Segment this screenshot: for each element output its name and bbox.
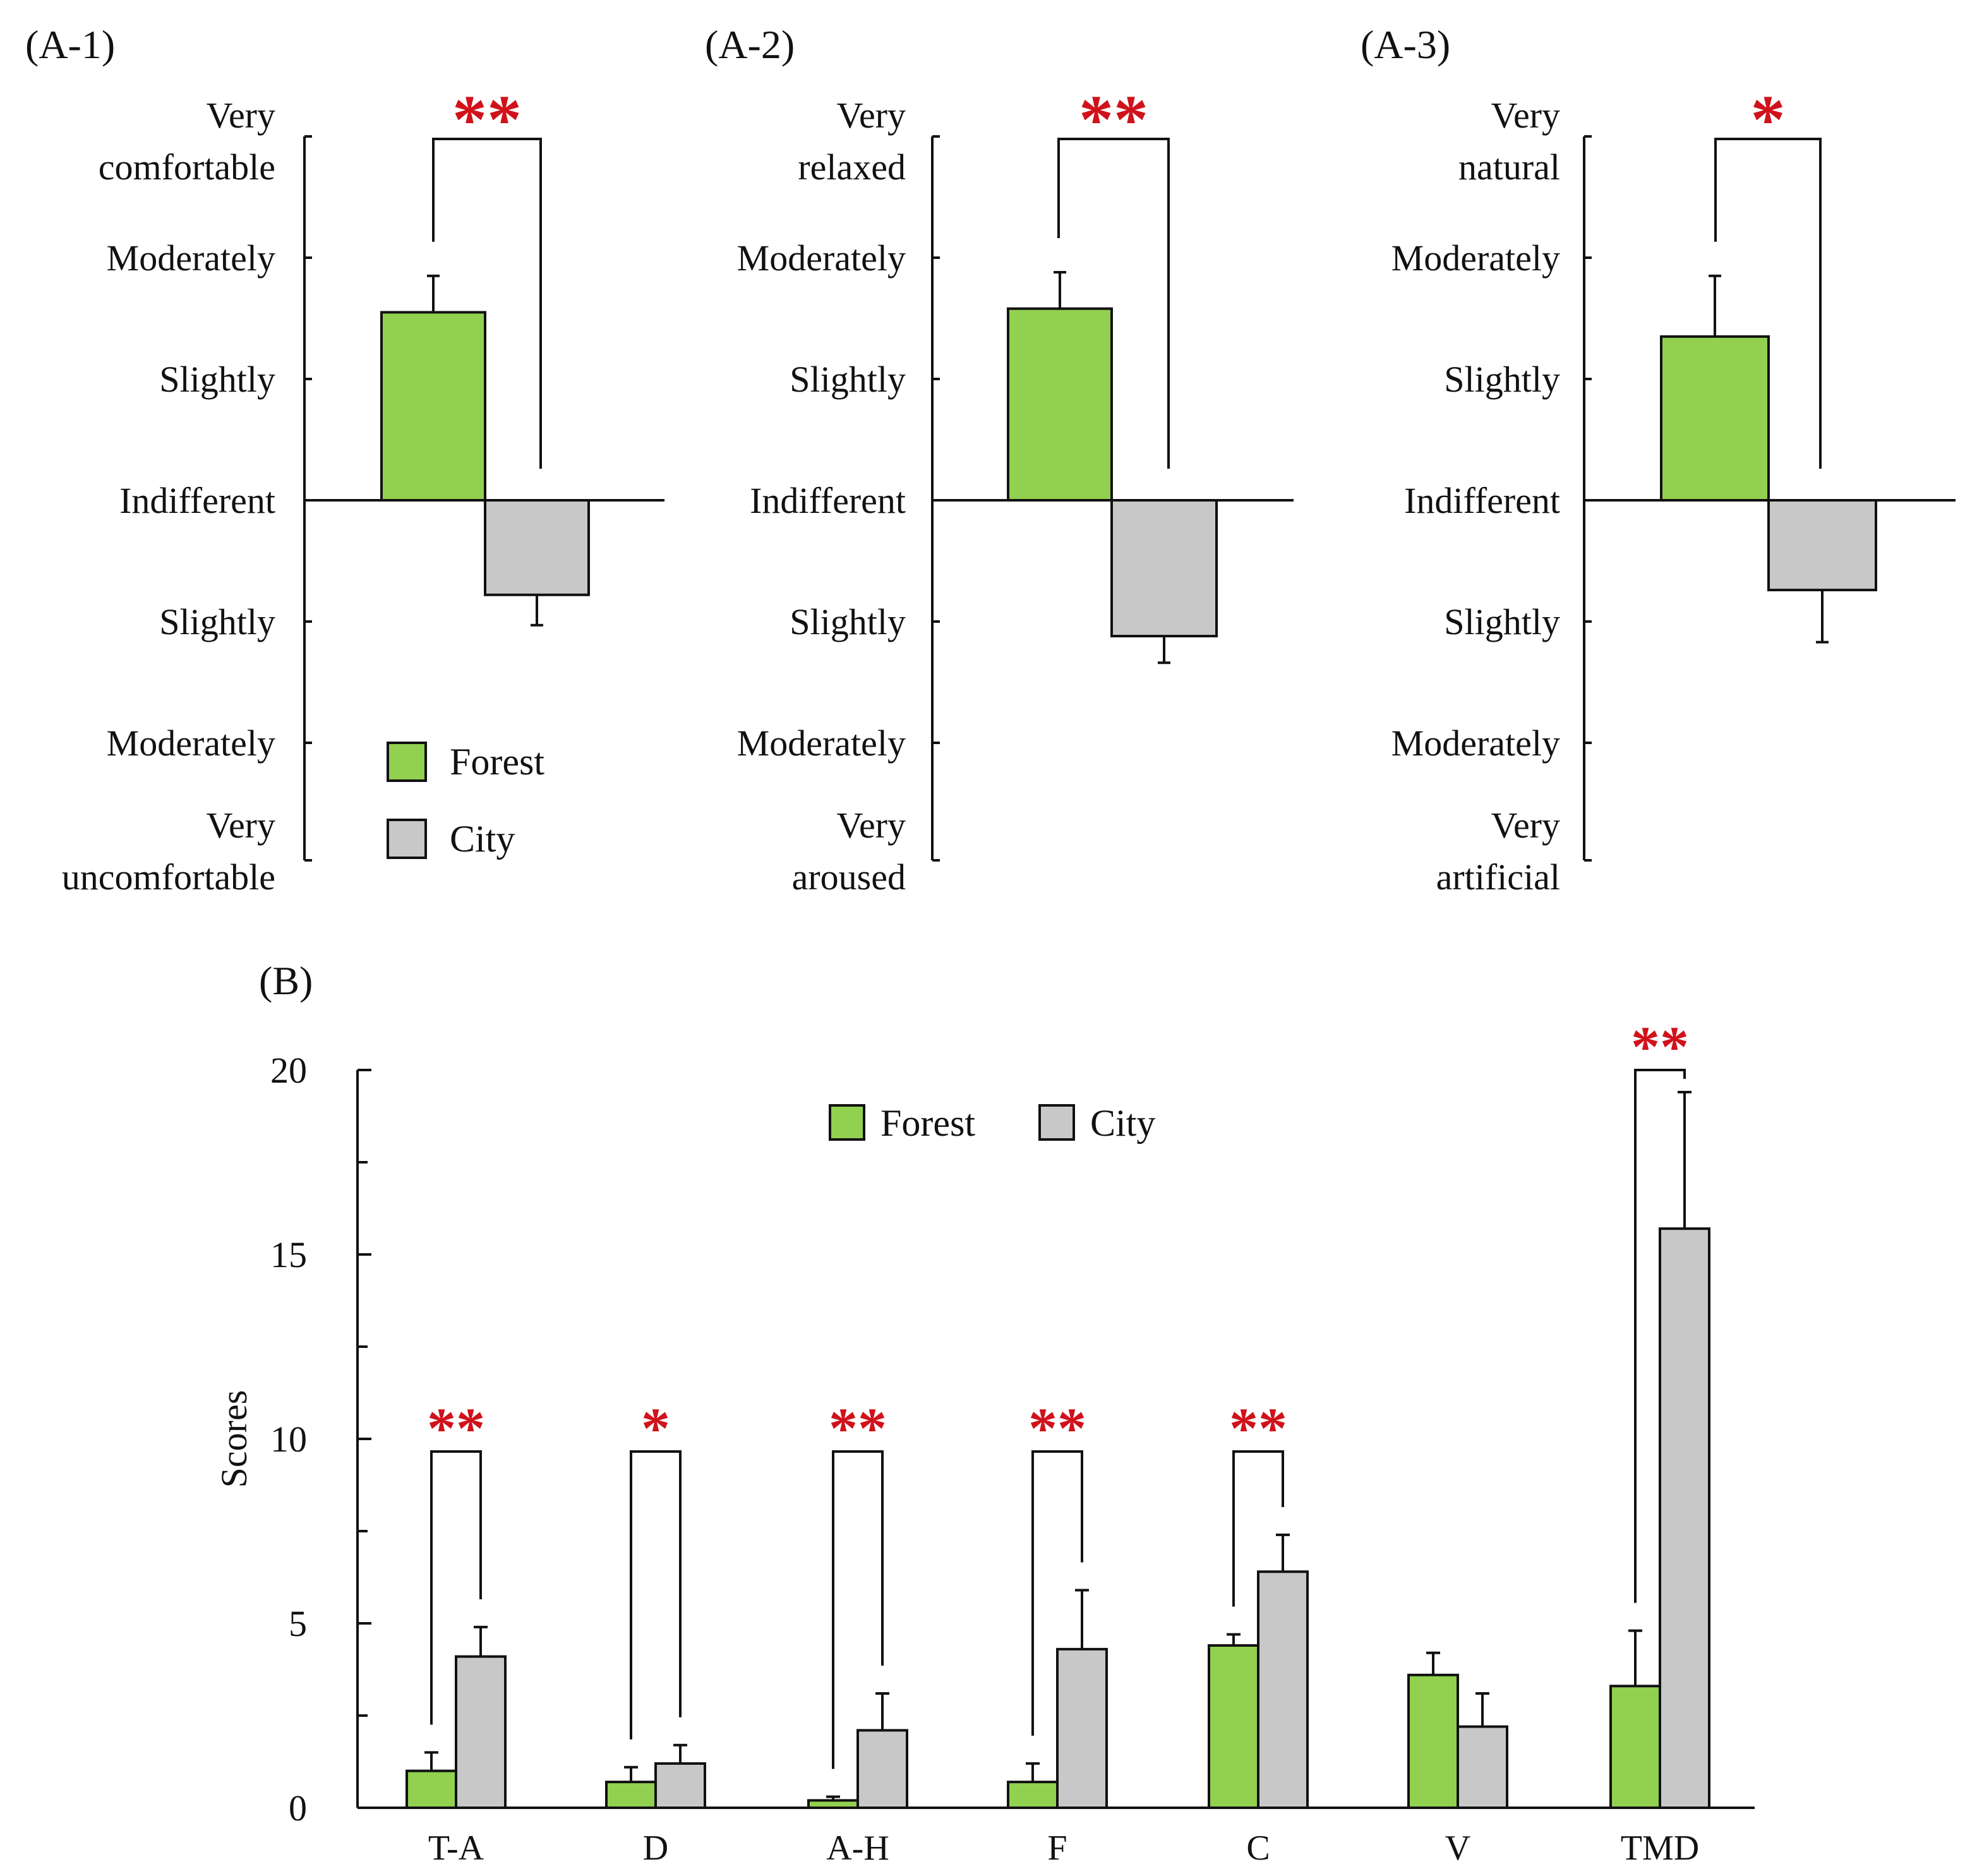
legend-label-city-b: City (1090, 1102, 1155, 1144)
forest-bar-f (1007, 1781, 1059, 1810)
x-tick-label-d: D (643, 1829, 668, 1868)
legend-swatch-forest (387, 742, 427, 782)
panel-b: (B) 0 5 10 15 20 Scores T-A ** D * A-H ** F ** C ** V TMD *… (213, 958, 1755, 1868)
panel-a1: (A-1) Very comfortable Moderately Slightly In… (25, 22, 664, 898)
legend-label-forest-b: Forest (880, 1102, 975, 1144)
significance-bracket-a-3 (1714, 138, 1822, 469)
scale-label-a-1: Moderately (107, 238, 275, 279)
forest-bar-a-h (807, 1799, 859, 1810)
forest-bar-a-3 (1660, 335, 1770, 502)
legend-swatch-forest-b (829, 1104, 865, 1141)
legend-swatch-city-b (1038, 1104, 1075, 1141)
significance-stars-c: ** (1229, 1396, 1287, 1460)
scale-top-label-a-2: Very (836, 95, 906, 136)
x-tick-label-v: V (1445, 1829, 1470, 1868)
significance-bracket-a-h (832, 1450, 884, 1769)
scale-bottom-label-a-2: Very (836, 805, 906, 846)
city-bar-a-3 (1767, 499, 1877, 592)
scale-top-label-a-2: relaxed (798, 147, 906, 188)
significance-bracket-tmd (1634, 1069, 1686, 1603)
y-axis-label-b: Scores (213, 1390, 255, 1488)
scale-label-a-3: Moderately (1391, 723, 1560, 764)
scale-bottom-label-a-3: artificial (1436, 857, 1560, 898)
significance-stars-a-3: * (1751, 81, 1786, 158)
city-bar-d (654, 1762, 706, 1809)
y-tick-label-b: 20 (270, 1050, 307, 1091)
legend-label-forest: Forest (450, 741, 544, 783)
panel-a2: (A-2) Very relaxed Moderately Slightly Indiff… (705, 22, 1294, 898)
forest-bar-tmd (1609, 1685, 1661, 1810)
x-tick-label-f: F (1047, 1829, 1067, 1868)
significance-bracket-t-a (430, 1450, 482, 1725)
forest-bar-a-1 (380, 311, 486, 502)
forest-bar-d (605, 1781, 657, 1810)
y-tick-label-b: 15 (270, 1234, 307, 1275)
panel-a3: (A-3) Very natural Moderately Slightly Indiff… (1361, 22, 1956, 898)
scale-label-a-1: Slightly (159, 601, 275, 642)
scale-label-a-2: Slightly (790, 601, 906, 642)
city-bar-t-a (455, 1655, 507, 1810)
scale-label-a-1: Moderately (107, 723, 275, 764)
city-bar-a-1 (484, 499, 590, 596)
significance-bracket-a-2 (1057, 138, 1170, 469)
significance-stars-a-1: ** (452, 81, 522, 158)
scale-bottom-label-a-2: aroused (792, 857, 906, 898)
y-tick-label-b: 0 (289, 1788, 307, 1829)
scale-label-a-3: Slightly (1444, 601, 1560, 642)
scale-bottom-label-a-1: Very (206, 805, 275, 846)
scale-label-a-2: Moderately (737, 723, 906, 764)
legend-swatch-city (387, 819, 427, 859)
significance-stars-f: ** (1028, 1396, 1086, 1460)
panel-label-a-1: (A-1) (25, 22, 115, 67)
y-tick-label-b: 5 (289, 1603, 307, 1644)
x-tick-label-t-a: T-A (428, 1829, 484, 1868)
panel-label-a-2: (A-2) (705, 22, 795, 67)
significance-stars-d: * (641, 1396, 670, 1460)
scale-top-label-a-3: Very (1491, 95, 1560, 136)
scale-label-a-3: Moderately (1391, 238, 1560, 279)
scale-top-label-a-1: Very (206, 95, 275, 136)
scale-bottom-label-a-3: Very (1491, 805, 1560, 846)
significance-stars-tmd: ** (1631, 1014, 1689, 1079)
legend-label-city: City (450, 818, 515, 860)
scale-top-label-a-3: natural (1458, 147, 1560, 188)
scale-label-a-3: Slightly (1444, 359, 1560, 400)
scale-label-a-2: Moderately (737, 238, 906, 279)
city-bar-a-2 (1110, 499, 1218, 638)
significance-stars-a-2: ** (1079, 81, 1148, 158)
y-tick-label-b: 10 (270, 1419, 307, 1460)
x-tick-label-tmd: TMD (1621, 1829, 1699, 1868)
forest-bar-a-2 (1007, 307, 1113, 502)
scale-label-a-3: Indifferent (1404, 480, 1560, 521)
significance-stars-t-a: ** (427, 1396, 485, 1460)
scale-label-a-2: Slightly (790, 359, 906, 400)
panel-label-a-3: (A-3) (1361, 22, 1450, 67)
scale-label-a-2: Indifferent (750, 480, 906, 521)
significance-bracket-a-1 (432, 138, 542, 469)
city-bar-c (1257, 1570, 1309, 1809)
significance-stars-a-h: ** (829, 1396, 887, 1460)
city-bar-v (1457, 1725, 1508, 1810)
scale-bottom-label-a-1: uncomfortable (62, 857, 275, 898)
forest-bar-v (1407, 1673, 1459, 1810)
city-bar-f (1056, 1647, 1108, 1809)
x-tick-label-c: C (1246, 1829, 1270, 1868)
x-tick-label-a-h: A-H (826, 1829, 889, 1868)
scale-label-a-1: Slightly (159, 359, 275, 400)
significance-bracket-f (1031, 1450, 1083, 1736)
city-bar-tmd (1659, 1227, 1710, 1809)
scale-top-label-a-1: comfortable (99, 147, 275, 188)
city-bar-a-h (856, 1729, 908, 1810)
forest-bar-c (1208, 1644, 1259, 1810)
significance-bracket-c (1232, 1450, 1284, 1607)
significance-bracket-d (630, 1450, 682, 1740)
forest-bar-t-a (406, 1769, 457, 1810)
scale-label-a-1: Indifferent (119, 480, 275, 521)
panel-label-b: (B) (259, 958, 313, 1003)
